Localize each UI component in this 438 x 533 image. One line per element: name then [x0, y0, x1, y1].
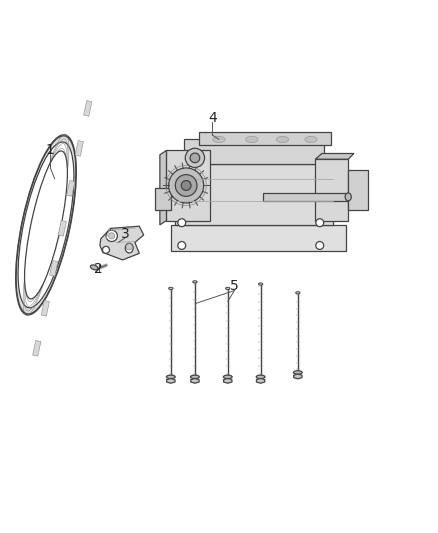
Polygon shape	[58, 221, 67, 236]
Ellipse shape	[169, 287, 173, 289]
Polygon shape	[263, 193, 348, 201]
Ellipse shape	[296, 292, 300, 294]
Polygon shape	[293, 374, 302, 379]
Text: 5: 5	[230, 279, 239, 293]
FancyBboxPatch shape	[171, 225, 346, 251]
Polygon shape	[41, 301, 49, 316]
Ellipse shape	[125, 243, 133, 253]
Polygon shape	[191, 378, 199, 383]
Polygon shape	[67, 181, 75, 196]
Ellipse shape	[226, 287, 230, 289]
Ellipse shape	[272, 134, 293, 145]
Ellipse shape	[166, 375, 175, 378]
Ellipse shape	[276, 136, 289, 142]
Circle shape	[102, 246, 110, 253]
Circle shape	[316, 241, 324, 249]
Polygon shape	[84, 101, 92, 116]
Ellipse shape	[241, 134, 262, 145]
Text: 1: 1	[46, 143, 55, 157]
Polygon shape	[49, 261, 58, 276]
Circle shape	[181, 181, 191, 190]
Text: 4: 4	[208, 110, 217, 125]
Circle shape	[178, 241, 186, 249]
Ellipse shape	[256, 375, 265, 378]
Polygon shape	[315, 154, 354, 159]
Ellipse shape	[90, 265, 98, 270]
Text: 2: 2	[94, 262, 103, 276]
Circle shape	[109, 233, 115, 239]
FancyBboxPatch shape	[175, 164, 333, 225]
Ellipse shape	[305, 136, 317, 142]
Ellipse shape	[191, 375, 199, 378]
Ellipse shape	[16, 135, 76, 315]
FancyBboxPatch shape	[166, 150, 210, 221]
FancyBboxPatch shape	[315, 159, 348, 221]
Ellipse shape	[293, 371, 302, 374]
Circle shape	[169, 168, 204, 203]
Ellipse shape	[25, 151, 67, 299]
Polygon shape	[256, 378, 265, 383]
Ellipse shape	[258, 283, 263, 285]
Polygon shape	[100, 226, 144, 260]
Polygon shape	[223, 378, 232, 383]
Circle shape	[185, 148, 205, 167]
Circle shape	[126, 244, 132, 250]
Ellipse shape	[18, 142, 74, 308]
Polygon shape	[166, 378, 175, 383]
Polygon shape	[160, 150, 166, 225]
Text: 3: 3	[120, 227, 129, 241]
Circle shape	[106, 230, 117, 241]
Ellipse shape	[246, 136, 258, 142]
FancyBboxPatch shape	[199, 133, 331, 145]
Circle shape	[190, 153, 200, 163]
Polygon shape	[33, 341, 41, 356]
Circle shape	[178, 219, 186, 227]
Ellipse shape	[223, 375, 232, 378]
FancyBboxPatch shape	[348, 170, 368, 209]
Circle shape	[316, 219, 324, 227]
FancyBboxPatch shape	[155, 188, 171, 209]
Ellipse shape	[208, 134, 230, 145]
Ellipse shape	[213, 136, 225, 142]
Polygon shape	[75, 141, 83, 156]
Ellipse shape	[345, 193, 351, 201]
Ellipse shape	[300, 134, 321, 145]
Circle shape	[175, 175, 197, 196]
FancyBboxPatch shape	[184, 140, 324, 164]
Ellipse shape	[193, 281, 197, 283]
